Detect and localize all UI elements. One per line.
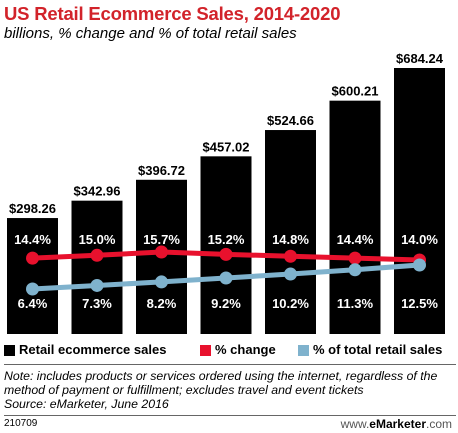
- share-point-2015: [90, 278, 104, 292]
- bar-value-label-2017: $457.02: [203, 139, 250, 154]
- brand-suffix: .com: [425, 417, 452, 431]
- bar-2017: [200, 156, 252, 334]
- change-label-2014: 14.4%: [14, 232, 51, 247]
- brand-prefix: www.: [340, 417, 370, 431]
- chart-area: $298.26 2014 $342.96 2015 $396.72 2016 $457.02…: [7, 51, 445, 334]
- legend-swatch-sales: [4, 345, 15, 356]
- share-label-2017: 9.2%: [211, 296, 241, 311]
- bar-2020: [394, 68, 445, 334]
- share-point-2020: [413, 258, 426, 272]
- bar-value-label-2014: $298.26: [9, 201, 56, 216]
- share-label-2016: 8.2%: [147, 296, 177, 311]
- x-tick-label-2020: 2020: [405, 318, 434, 333]
- labels-layer: $298.26 2014 $342.96 2015 $396.72 2016 $457.02…: [9, 51, 444, 333]
- change-label-2018: 14.8%: [272, 232, 309, 247]
- bars-layer: [7, 68, 445, 334]
- legend-label-change: % change: [215, 342, 276, 357]
- x-tick-label-2019: 2019: [341, 318, 370, 333]
- share-label-2019: 11.3%: [337, 296, 374, 311]
- legend-divider: [4, 364, 456, 365]
- source-text: Source: eMarketer, June 2016: [4, 397, 169, 411]
- chart-title: US Retail Ecommerce Sales, 2014-2020: [4, 3, 341, 24]
- bar-2014: [7, 218, 58, 334]
- share-point-2014: [26, 282, 39, 296]
- change-label-2020: 14.0%: [401, 232, 438, 247]
- change-label-2015: 15.0%: [79, 232, 116, 247]
- bar-value-label-2020: $684.24: [396, 51, 444, 66]
- footer-divider: [4, 415, 456, 416]
- change-point-2017: [219, 247, 233, 261]
- share-label-2014: 6.4%: [18, 296, 48, 311]
- change-point-2018: [284, 249, 297, 263]
- x-tick-label-2015: 2015: [83, 318, 112, 333]
- legend-label-share: % of total retail sales: [313, 342, 443, 357]
- legend-label-sales: Retail ecommerce sales: [19, 342, 167, 357]
- legend-swatch-share: [298, 345, 309, 356]
- change-point-2014: [26, 251, 39, 265]
- share-point-2016: [155, 275, 168, 289]
- legend-swatch-change: [200, 345, 211, 356]
- change-label-2016: 15.7%: [143, 232, 180, 247]
- bar-value-label-2016: $396.72: [138, 163, 185, 178]
- lines-layer: [26, 245, 426, 296]
- chart-note: Note: includes products or services orde…: [4, 369, 456, 411]
- bar-value-label-2019: $600.21: [332, 84, 379, 99]
- share-point-2017: [219, 271, 233, 285]
- bar-2019: [329, 100, 381, 334]
- change-point-2016: [155, 245, 168, 259]
- chart-legend: Retail ecommerce sales % change % of tot…: [4, 339, 458, 361]
- share-point-2018: [284, 267, 297, 281]
- chart-id: 210709: [4, 418, 38, 429]
- x-tick-label-2017: 2017: [212, 318, 241, 333]
- change-label-2017: 15.2%: [208, 232, 245, 247]
- x-tick-label-2018: 2018: [276, 318, 305, 333]
- x-tick-label-2014: 2014: [18, 318, 48, 333]
- brand-logo[interactable]: www.eMarketer.com: [341, 417, 452, 431]
- change-point-2019: [348, 251, 362, 265]
- note-text: Note: includes products or services orde…: [4, 369, 438, 397]
- bar-2015: [71, 200, 123, 334]
- share-point-2019: [348, 263, 362, 277]
- bar-2018: [265, 130, 316, 334]
- share-label-2020: 12.5%: [401, 296, 438, 311]
- change-label-2019: 14.4%: [337, 232, 374, 247]
- x-tick-label-2016: 2016: [147, 318, 176, 333]
- change-point-2015: [90, 248, 104, 262]
- bar-value-label-2015: $342.96: [74, 184, 121, 199]
- bar-value-label-2018: $524.66: [267, 113, 314, 128]
- share-label-2018: 10.2%: [272, 296, 309, 311]
- share-label-2015: 7.3%: [82, 296, 112, 311]
- chart-subtitle: billions, % change and % of total retail…: [4, 25, 297, 42]
- brand-main: eMarketer: [369, 417, 426, 431]
